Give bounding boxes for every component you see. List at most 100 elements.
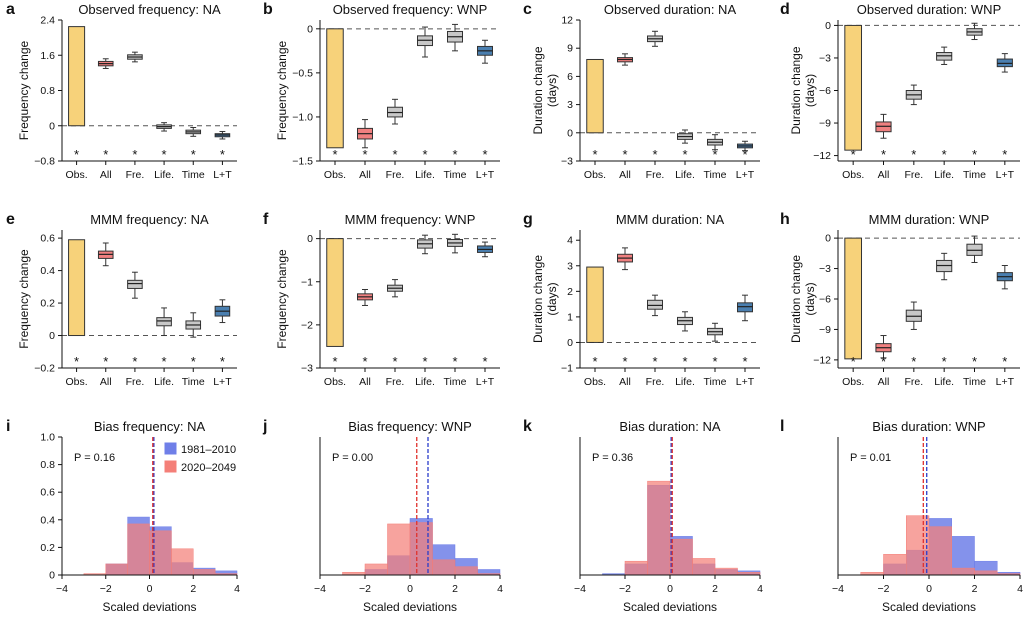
panel-d: d Observed duration: WNP * * * * * * −12 −9 −6 −3 0 O… xyxy=(780,1,1020,181)
significance-star: * xyxy=(332,354,337,369)
y-tick-label: 0.6 xyxy=(40,233,55,245)
significance-star: * xyxy=(332,147,337,162)
y-tick-label: −3 xyxy=(819,263,831,275)
x-tick-label: −2 xyxy=(359,583,371,595)
panel-f: f MMM frequency: WNP * * * * * * −3 −2 −1 0 Obs. All F… xyxy=(263,211,500,388)
x-tick-label: Obs. xyxy=(842,376,864,388)
significance-star: * xyxy=(652,354,657,369)
x-tick-label: Obs. xyxy=(584,376,606,388)
panel-letter: l xyxy=(780,418,784,435)
x-tick-label: −2 xyxy=(619,583,631,595)
x-tick-label: −2 xyxy=(878,583,890,595)
significance-star: * xyxy=(103,147,108,162)
significance-star: * xyxy=(622,354,627,369)
panel-letter: j xyxy=(262,418,267,435)
panel-a: a Observed frequency: NA * * * * * * −0.8 0 0.8 1.6… xyxy=(6,1,237,181)
y-axis-label: Frequency change xyxy=(275,249,289,349)
x-tick-label: 2 xyxy=(972,583,978,595)
y-tick-label: −9 xyxy=(819,118,831,130)
panel-letter: i xyxy=(6,418,10,435)
panel-e: e MMM frequency: NA * * * * * * −0.2 0 0.2 0.4 0.6 Ob… xyxy=(6,211,237,388)
x-tick-label: −2 xyxy=(100,583,112,595)
x-tick-label: Life. xyxy=(154,169,174,181)
y-axis-label: Duration change xyxy=(531,46,545,134)
y-tick-label: 0 xyxy=(825,233,831,245)
significance-star: * xyxy=(712,147,717,162)
y-tick-label: −1 xyxy=(561,363,573,375)
significance-star: * xyxy=(881,354,886,369)
significance-star: * xyxy=(482,354,487,369)
panel-g: g MMM duration: NA * * * * * * −1 0 1 2 3 4 Obs. All Fre… xyxy=(523,211,760,388)
y-tick-label: 12 xyxy=(561,15,573,27)
significance-star: * xyxy=(392,147,397,162)
hist-bar-future xyxy=(387,523,411,576)
x-tick-label: Fre. xyxy=(646,169,665,181)
y-tick-label: 0.2 xyxy=(40,542,55,554)
x-tick-label: 4 xyxy=(757,583,763,595)
y-tick-label: −0.2 xyxy=(34,363,55,375)
x-tick-label: Fre. xyxy=(646,376,665,388)
y-tick-label: 0.4 xyxy=(40,265,55,277)
hist-bar-future xyxy=(883,554,907,576)
obs-bar xyxy=(326,28,344,149)
hist-bar-future xyxy=(409,522,433,576)
x-tick-label: Life. xyxy=(934,169,954,181)
x-tick-label: Life. xyxy=(415,376,435,388)
significance-star: * xyxy=(452,147,457,162)
x-tick-label: Obs. xyxy=(584,169,606,181)
x-tick-label: 2 xyxy=(190,583,196,595)
x-tick-label: All xyxy=(878,376,890,388)
x-tick-label: Obs. xyxy=(65,169,87,181)
obs-bar xyxy=(68,239,86,337)
x-tick-label: Fre. xyxy=(386,169,405,181)
x-tick-label: L+T xyxy=(736,169,755,181)
panel-title: MMM duration: WNP xyxy=(869,212,990,227)
panel-letter: a xyxy=(6,1,15,18)
significance-star: * xyxy=(103,354,108,369)
x-tick-label: Life. xyxy=(675,376,695,388)
box-life xyxy=(156,317,172,327)
x-tick-label: L+T xyxy=(996,169,1015,181)
y-axis-label: Duration change xyxy=(789,46,803,134)
x-tick-label: Time xyxy=(182,169,205,181)
x-tick-label: 4 xyxy=(234,583,240,595)
x-tick-label: Time xyxy=(182,376,205,388)
panel-title: Bias duration: WNP xyxy=(872,419,985,434)
significance-star: * xyxy=(851,147,856,162)
x-tick-label: Obs. xyxy=(65,376,87,388)
significance-star: * xyxy=(881,147,886,162)
x-tick-label: L+T xyxy=(736,376,755,388)
significance-star: * xyxy=(652,147,657,162)
x-tick-label: Life. xyxy=(415,169,435,181)
y-tick-label: 0 xyxy=(825,20,831,32)
obs-bar xyxy=(844,237,863,360)
panel-c: c Observed duration: NA * * * * * * −3 0 3 6 9 12 Obs.… xyxy=(523,1,760,181)
legend-label: 2020–2049 xyxy=(181,462,236,474)
hist-bar-future xyxy=(951,567,975,576)
significance-star: * xyxy=(191,354,196,369)
obs-bar xyxy=(586,58,604,134)
x-tick-label: 2 xyxy=(712,583,718,595)
panel-k: k Bias duration: NA −4 −2 0 2 4 Scaled deviatio… xyxy=(523,418,763,614)
y-tick-label: 0 xyxy=(307,233,313,245)
x-tick-label: Fre. xyxy=(904,376,923,388)
y-tick-label: 0 xyxy=(567,337,573,349)
y-tick-label: 0 xyxy=(49,330,55,342)
hist-bar-future xyxy=(364,563,388,576)
significance-star: * xyxy=(452,354,457,369)
x-tick-label: Time xyxy=(704,376,727,388)
hist-bar-future xyxy=(624,560,648,576)
significance-star: * xyxy=(682,147,687,162)
x-tick-label: Time xyxy=(704,169,727,181)
y-tick-label: −9 xyxy=(819,324,831,336)
significance-star: * xyxy=(592,354,597,369)
y-tick-label: 9 xyxy=(567,43,573,55)
y-tick-label: 0.4 xyxy=(40,514,55,526)
x-tick-label: All xyxy=(100,169,112,181)
x-tick-label: Time xyxy=(963,376,986,388)
y-tick-label: −1.5 xyxy=(292,156,313,168)
box-fre xyxy=(647,299,663,310)
x-tick-label: Fre. xyxy=(126,376,145,388)
panel-b: b Observed frequency: WNP * * * * * * −1.5 −1.0 −0… xyxy=(263,1,500,181)
panel-letter: f xyxy=(263,211,269,228)
